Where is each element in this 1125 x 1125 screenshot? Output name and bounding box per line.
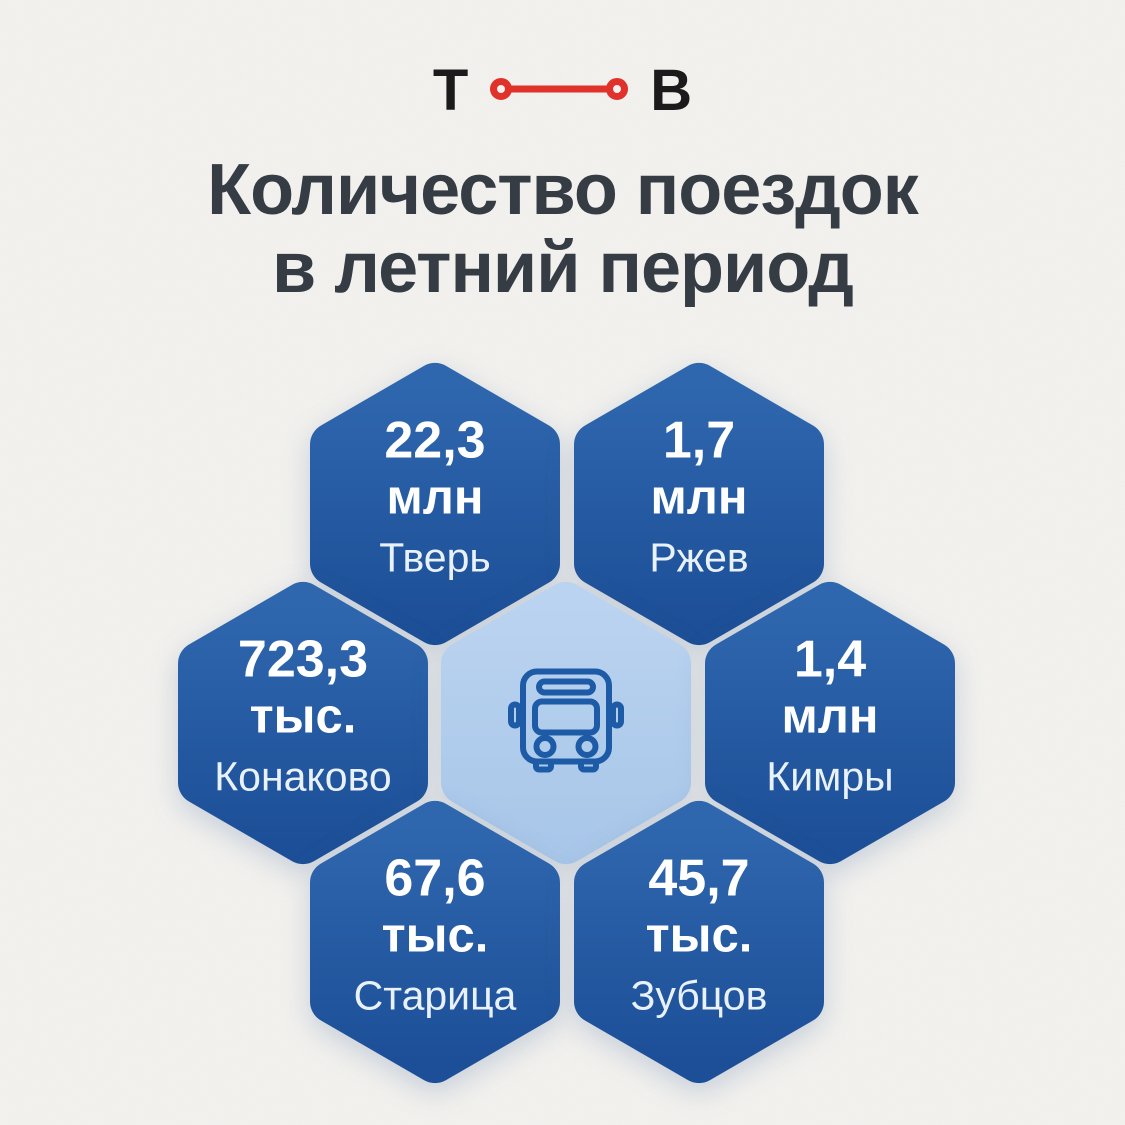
stat-unit: тыс. [381, 908, 489, 962]
page-title-line2: в летний период [272, 227, 854, 308]
stat-unit: тыс. [645, 908, 753, 962]
stat-city: Старица [353, 972, 517, 1018]
stat-value: 67,6 [384, 849, 486, 907]
stat-value: 22,3 [384, 411, 486, 469]
logo-letter-v: В [650, 58, 693, 123]
route-line-icon [490, 78, 629, 100]
stat-value: 1,7 [662, 411, 736, 469]
stat-unit: млн [386, 470, 484, 524]
page-title: Количество поездок в летний период [0, 150, 1125, 308]
stat-unit: тыс. [249, 689, 357, 743]
stat-hexagon-staritsa: 67,6 тыс. Старица [310, 798, 560, 1087]
stat-city: Кимры [766, 753, 894, 799]
stat-city: Тверь [379, 534, 491, 580]
stat-unit: млн [781, 689, 879, 743]
stat-unit: млн [650, 470, 748, 524]
stat-city: Конаково [214, 753, 392, 799]
stat-value: 1,4 [793, 630, 867, 688]
bus-icon [508, 668, 624, 772]
stat-hexagon-zubtsov: 45,7 тыс. Зубцов [574, 798, 824, 1087]
page-title-line1: Количество поездок [207, 150, 919, 230]
stat-value: 45,7 [648, 849, 750, 907]
stat-city: Ржев [649, 534, 749, 580]
brand-logo: Т В [0, 62, 1125, 120]
logo-letter-t: Т [432, 58, 469, 123]
stat-city: Зубцов [630, 972, 768, 1018]
stat-value: 723,3 [237, 630, 369, 688]
